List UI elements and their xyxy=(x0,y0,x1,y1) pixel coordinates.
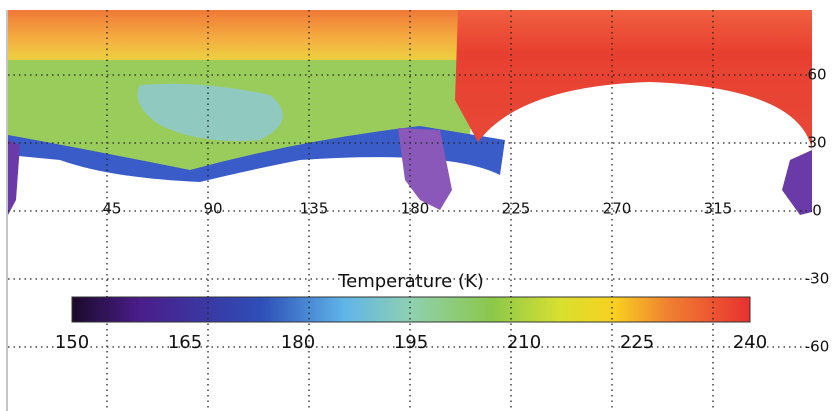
colorbar-tick-label: 150 xyxy=(55,332,89,353)
longitude-label: 270 xyxy=(603,200,632,218)
longitude-label: 315 xyxy=(704,200,733,218)
latitude-label: 30 xyxy=(807,134,826,152)
longitude-label: 135 xyxy=(300,200,329,218)
red-arc xyxy=(455,10,812,150)
longitude-label: 90 xyxy=(203,200,222,218)
latitude-label: -60 xyxy=(805,338,830,356)
latitude-label: -30 xyxy=(805,270,830,288)
temperature-map xyxy=(8,10,812,215)
colorbar-title: Temperature (K) xyxy=(337,271,484,292)
colorbar xyxy=(71,296,751,323)
colorbar-tick-label: 210 xyxy=(507,332,541,353)
colorbar-tick-label: 240 xyxy=(733,332,767,353)
purple-patch xyxy=(398,128,452,210)
right-patch xyxy=(782,150,812,215)
left-patch xyxy=(8,140,20,215)
blue-edge xyxy=(8,126,505,182)
cool-region xyxy=(137,83,283,141)
latitude-label: 0 xyxy=(812,202,822,220)
colorbar-tick-label: 195 xyxy=(394,332,428,353)
colorbar-tick-label: 165 xyxy=(168,332,202,353)
longitude-label: 225 xyxy=(502,200,531,218)
latitude-label: 60 xyxy=(807,66,826,84)
longitude-label: 45 xyxy=(102,200,121,218)
colorbar-tick-label: 225 xyxy=(620,332,654,353)
longitude-label: 180 xyxy=(401,200,430,218)
colorbar-tick-label: 180 xyxy=(281,332,315,353)
